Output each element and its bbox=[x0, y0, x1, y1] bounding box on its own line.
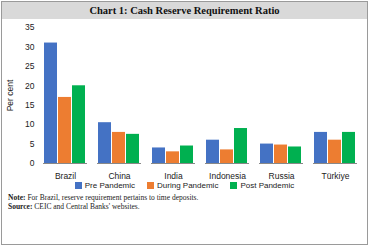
svg-text:20: 20 bbox=[25, 81, 35, 91]
html-text:Note: For Brazil, reserve requ: Note: For Brazil, reserve requirement pe… bbox=[8, 193, 199, 202]
svg-text:5: 5 bbox=[30, 139, 35, 149]
html-text:Source: CEIC and Central Banks: Source: CEIC and Central Banks' websites… bbox=[8, 202, 140, 212]
html-text:Chart 1: Cash Reserve Requirem: Chart 1: Cash Reserve Requirement Ratio bbox=[89, 5, 280, 16]
svg-text:35: 35 bbox=[25, 22, 35, 32]
html-text:Post Pandemic: Post Pandemic bbox=[240, 181, 295, 190]
svg-text:30: 30 bbox=[25, 42, 35, 52]
svg-text:15: 15 bbox=[25, 100, 35, 110]
svg-text:Türkiye: Türkiye bbox=[322, 171, 350, 181]
svg-text:Indonesia: Indonesia bbox=[209, 171, 246, 181]
html-text:During Pandemic: During Pandemic bbox=[157, 181, 219, 190]
svg-text:25: 25 bbox=[25, 61, 35, 71]
svg-text:0: 0 bbox=[30, 158, 35, 168]
svg-text:Per cent: Per cent bbox=[5, 79, 15, 111]
svg-text:10: 10 bbox=[25, 119, 35, 129]
svg-text:China: China bbox=[108, 171, 130, 181]
html-text:Pre Pandemic: Pre Pandemic bbox=[84, 181, 135, 190]
svg-text:Russia: Russia bbox=[269, 171, 295, 181]
svg-text:Brazil: Brazil bbox=[55, 171, 76, 181]
svg-text:India: India bbox=[164, 171, 183, 181]
